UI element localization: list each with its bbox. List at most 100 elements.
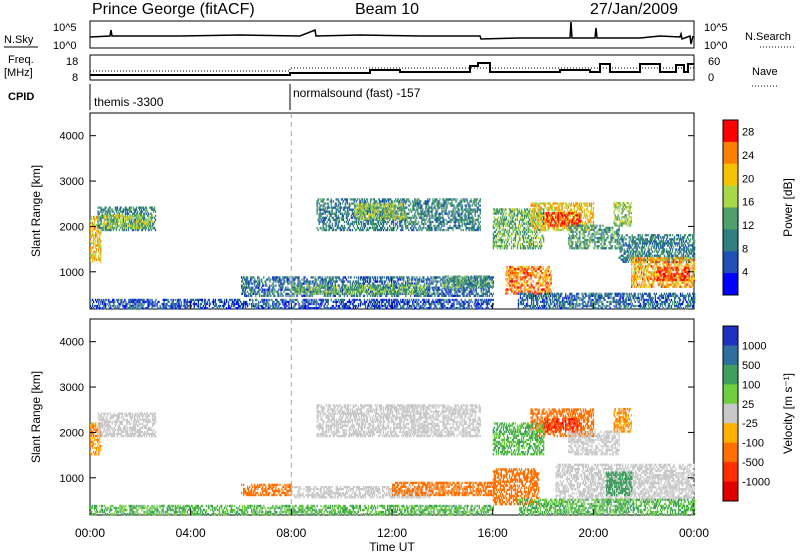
data-cell — [335, 216, 337, 219]
data-cell — [470, 288, 472, 291]
data-cell — [134, 218, 137, 221]
data-cell — [378, 300, 381, 304]
data-cell — [112, 300, 114, 304]
data-cell — [323, 278, 325, 281]
data-cell — [171, 302, 173, 306]
data-cell — [124, 222, 126, 225]
data-cell — [380, 300, 383, 304]
data-cell — [148, 224, 151, 228]
data-cell — [386, 298, 388, 302]
data-cell — [454, 280, 456, 283]
data-cell — [186, 298, 188, 302]
data-cell — [374, 276, 377, 279]
data-cell — [441, 212, 443, 215]
data-cell — [423, 280, 425, 283]
data-cell — [336, 226, 338, 230]
data-cell — [322, 204, 324, 207]
data-cell — [468, 304, 470, 308]
data-cell — [94, 226, 96, 229]
data-cell — [322, 282, 324, 285]
data-cell — [129, 307, 131, 310]
data-cell — [329, 282, 331, 285]
data-cell — [450, 220, 452, 224]
data-cell — [326, 300, 328, 304]
data-cell — [315, 300, 317, 304]
data-cell — [477, 307, 479, 310]
data-cell — [306, 294, 308, 297]
data-cell — [335, 228, 337, 232]
data-cell — [95, 254, 97, 257]
data-cell — [381, 282, 384, 285]
data-cell — [455, 298, 457, 302]
data-cell — [483, 298, 485, 302]
data-cell — [149, 224, 152, 228]
data-cell — [339, 302, 341, 306]
data-cell — [292, 286, 294, 289]
data-cell — [397, 206, 399, 209]
data-cell — [105, 228, 107, 232]
data-cell — [453, 302, 455, 306]
data-cell — [397, 298, 399, 302]
data-cell — [250, 298, 252, 302]
data-cell — [469, 290, 471, 293]
data-cell — [409, 300, 411, 304]
data-cell — [92, 232, 94, 235]
data-cell — [137, 218, 140, 221]
data-cell — [479, 304, 481, 308]
data-cell — [245, 288, 247, 291]
data-cell — [480, 279, 482, 282]
data-cell — [439, 280, 441, 283]
data-cell — [437, 228, 439, 232]
data-cell — [351, 282, 353, 285]
data-cell — [417, 300, 419, 304]
data-cell — [373, 284, 376, 287]
data-cell — [446, 198, 448, 201]
data-cell — [327, 307, 329, 310]
data-cell — [404, 222, 406, 226]
data-cell — [95, 256, 97, 259]
data-cell — [351, 228, 353, 232]
data-cell — [363, 298, 366, 302]
data-cell — [98, 302, 100, 306]
data-cell — [343, 302, 345, 306]
data-cell — [418, 202, 420, 205]
data-cell — [392, 228, 394, 232]
data-cell — [492, 276, 494, 279]
data-cell — [108, 206, 110, 209]
data-cell — [457, 282, 459, 285]
data-cell — [444, 275, 446, 278]
data-cell — [425, 300, 427, 304]
data-cell — [429, 280, 431, 283]
data-cell — [377, 292, 380, 295]
data-cell — [373, 307, 376, 310]
data-cell — [456, 292, 458, 295]
data-cell — [412, 278, 414, 281]
data-cell — [372, 300, 375, 304]
data-cell — [337, 210, 339, 213]
data-cell — [324, 307, 326, 310]
data-cell — [341, 290, 343, 293]
data-cell — [473, 290, 475, 293]
data-cell — [219, 304, 222, 308]
data-cell — [415, 220, 417, 224]
data-cell — [280, 307, 282, 310]
data-cell — [274, 290, 276, 293]
data-cell — [327, 290, 329, 293]
data-cell — [457, 294, 459, 297]
data-cell — [391, 278, 393, 281]
data-cell — [318, 220, 320, 224]
data-cell — [347, 212, 349, 215]
data-cell — [134, 307, 136, 310]
data-cell — [100, 220, 102, 224]
data-cell — [463, 292, 465, 295]
data-cell — [331, 224, 333, 228]
data-cell — [459, 214, 461, 217]
data-cell — [458, 220, 460, 224]
data-cell — [301, 300, 303, 304]
data-cell — [436, 288, 438, 291]
data-cell — [283, 290, 285, 293]
data-cell — [474, 280, 476, 283]
data-cell — [92, 258, 94, 261]
data-cell — [463, 286, 465, 289]
data-cell — [425, 208, 427, 211]
